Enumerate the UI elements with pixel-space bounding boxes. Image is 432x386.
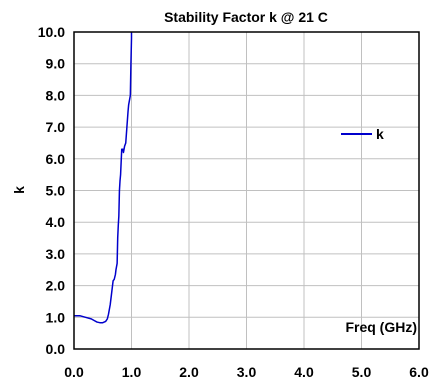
y-tick-label: 9.0 <box>46 56 66 72</box>
chart-title: Stability Factor k @ 21 C <box>164 9 328 25</box>
x-tick-label: 2.0 <box>179 364 199 380</box>
x-tick-label: 1.0 <box>122 364 142 380</box>
x-tick-label: 6.0 <box>409 364 429 380</box>
legend-label: k <box>376 126 384 142</box>
x-tick-labels: 0.0 1.0 2.0 3.0 4.0 5.0 6.0 <box>64 364 429 380</box>
y-tick-label: 7.0 <box>46 119 66 135</box>
y-tick-label: 8.0 <box>46 87 66 103</box>
y-tick-label: 2.0 <box>46 278 66 294</box>
x-tick-label: 3.0 <box>237 364 257 380</box>
y-tick-label: 4.0 <box>46 214 66 230</box>
y-tick-label: 6.0 <box>46 151 66 167</box>
y-tick-label: 3.0 <box>46 246 66 262</box>
y-tick-label: 0.0 <box>46 341 66 357</box>
series-group <box>74 32 133 324</box>
legend: k <box>341 126 384 142</box>
x-tick-label: 0.0 <box>64 364 84 380</box>
x-axis-label: Freq (GHz) <box>345 319 417 335</box>
plot-frame <box>73 31 420 350</box>
x-tick-label: 4.0 <box>294 364 314 380</box>
y-tick-label: 10.0 <box>38 24 65 40</box>
y-tick-labels: 0.0 1.0 2.0 3.0 4.0 5.0 6.0 7.0 8.0 9.0 10.0 <box>38 24 65 357</box>
y-axis-label: k <box>11 186 27 194</box>
y-tick-label: 5.0 <box>46 183 66 199</box>
y-tick-label: 1.0 <box>46 309 66 325</box>
series-line-k <box>74 32 133 324</box>
x-tick-label: 5.0 <box>352 364 372 380</box>
